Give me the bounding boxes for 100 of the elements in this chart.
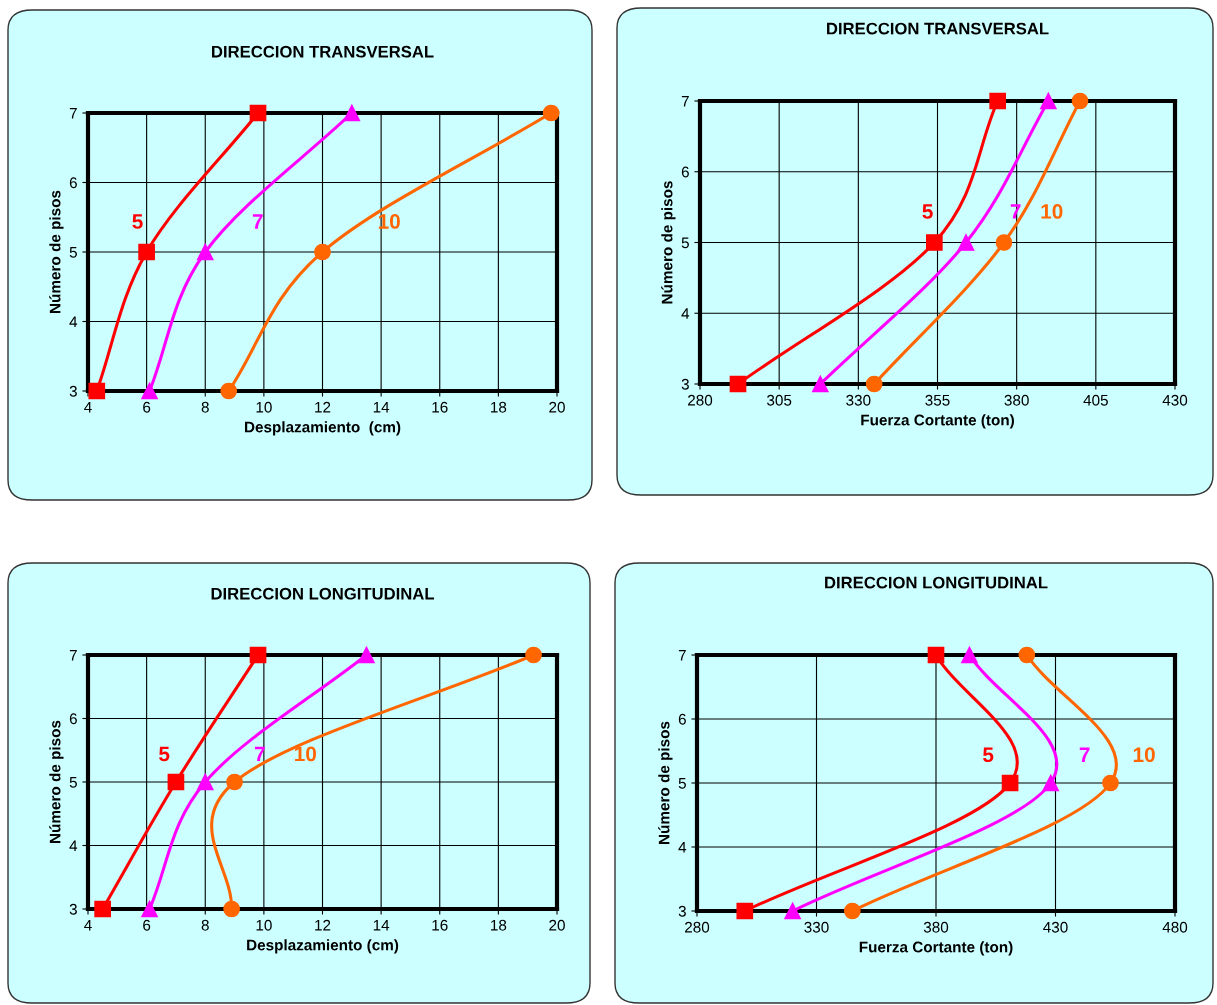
y-axis-title: Número de pisos	[49, 720, 64, 843]
x-tick-label: 4	[84, 401, 92, 413]
x-tick-label: 20	[549, 401, 565, 413]
x-tick-label: 16	[432, 401, 448, 413]
point	[1071, 92, 1089, 110]
series-label: 5	[159, 746, 170, 762]
point	[736, 902, 754, 920]
point	[1001, 774, 1019, 792]
point	[141, 900, 158, 918]
point	[343, 104, 361, 122]
point	[865, 375, 883, 393]
y-tick-label: 7	[69, 650, 77, 661]
point	[784, 902, 801, 920]
point	[729, 375, 747, 393]
chart-title: DIRECCION TRANSVERSAL	[212, 45, 434, 58]
x-tick-label: 8	[201, 919, 209, 931]
x-tick-label: 8	[201, 401, 209, 413]
x-tick-label: 480	[1162, 921, 1188, 933]
y-tick-label: 4	[69, 840, 78, 852]
x-tick-label: 14	[373, 401, 390, 413]
point	[88, 382, 106, 400]
y-tick-label: 3	[69, 903, 77, 915]
x-tick-label: 330	[804, 921, 829, 933]
x-tick-label: 405	[1083, 394, 1108, 406]
chart-title: DIRECCION LONGITUDINAL	[825, 576, 1048, 589]
y-tick-label: 5	[681, 237, 689, 249]
y-tick-label: 7	[678, 650, 686, 661]
y-tick-label: 5	[678, 778, 686, 789]
y-tick-label: 3	[69, 385, 77, 397]
y-tick-label: 6	[69, 177, 77, 189]
y-tick-label: 6	[681, 166, 689, 178]
point	[525, 646, 542, 664]
y-tick-label: 5	[69, 247, 77, 258]
point	[1042, 774, 1060, 792]
y-tick-label: 4	[681, 308, 690, 319]
x-tick-label: 330	[846, 394, 871, 406]
x-tick-label: 12	[315, 401, 331, 413]
point	[961, 646, 978, 664]
series-label: 10	[1133, 747, 1155, 763]
y-tick-label: 6	[69, 713, 77, 725]
x-tick-label: 430	[1162, 394, 1188, 406]
point	[223, 900, 240, 918]
point	[957, 234, 975, 251]
point	[358, 646, 375, 664]
point	[249, 104, 267, 122]
y-tick-label: 4	[69, 316, 78, 328]
point	[542, 104, 560, 122]
point	[811, 375, 829, 393]
x-tick-label: 380	[1004, 394, 1029, 406]
y-axis-title: Número de pisos	[658, 721, 673, 844]
x-axis-title: Fuerza Cortante (ton)	[861, 414, 1014, 429]
point	[1102, 774, 1119, 792]
y-axis-title: Número de pisos	[49, 190, 64, 313]
series-label: 10	[295, 746, 317, 762]
series-label: 10	[1041, 204, 1063, 219]
point	[249, 646, 267, 664]
point	[226, 773, 243, 791]
x-tick-label: 4	[84, 919, 92, 931]
point	[995, 234, 1013, 251]
point	[1018, 646, 1036, 664]
y-tick-label: 6	[678, 713, 686, 725]
x-tick-label: 10	[256, 919, 272, 931]
x-tick-label: 6	[143, 919, 151, 931]
y-tick-label: 5	[69, 777, 77, 788]
x-tick-label: 16	[432, 919, 448, 931]
chart-title: DIRECCION TRANSVERSAL	[827, 22, 1049, 35]
point	[844, 902, 861, 920]
chart-title: DIRECCION LONGITUDINAL	[211, 587, 435, 600]
x-tick-label: 280	[685, 921, 710, 933]
x-tick-label: 430	[1043, 921, 1068, 933]
point	[94, 900, 111, 918]
x-tick-label: 305	[767, 394, 792, 406]
x-axis-title: Fuerza Cortante (ton)	[859, 941, 1013, 956]
x-axis-title: Desplazamiento (cm)	[247, 939, 399, 954]
y-tick-label: 3	[678, 905, 686, 917]
x-tick-label: 10	[256, 401, 272, 413]
point	[1039, 92, 1057, 110]
point	[989, 92, 1007, 110]
series-label: 7	[252, 214, 263, 229]
series-label: 7	[1079, 747, 1090, 762]
x-tick-label: 20	[549, 919, 565, 931]
series-label: 5	[983, 747, 994, 763]
x-tick-label: 380	[923, 921, 949, 933]
x-axis-title: Desplazamiento (cm)	[245, 421, 401, 436]
point	[138, 243, 155, 261]
x-tick-label: 12	[315, 919, 331, 931]
point	[314, 243, 331, 261]
point	[196, 773, 214, 791]
x-tick-label: 6	[143, 401, 151, 413]
point	[167, 773, 185, 791]
x-tick-label: 355	[925, 394, 950, 406]
y-tick-label: 3	[681, 378, 689, 390]
series-label: 5	[922, 204, 933, 219]
series-label: 5	[132, 214, 143, 229]
x-tick-label: 18	[491, 401, 507, 413]
y-tick-label: 4	[678, 842, 687, 853]
x-tick-label: 280	[688, 394, 713, 406]
point	[927, 646, 945, 664]
x-tick-label: 18	[491, 919, 507, 931]
y-axis-title: Número de pisos	[661, 181, 676, 304]
